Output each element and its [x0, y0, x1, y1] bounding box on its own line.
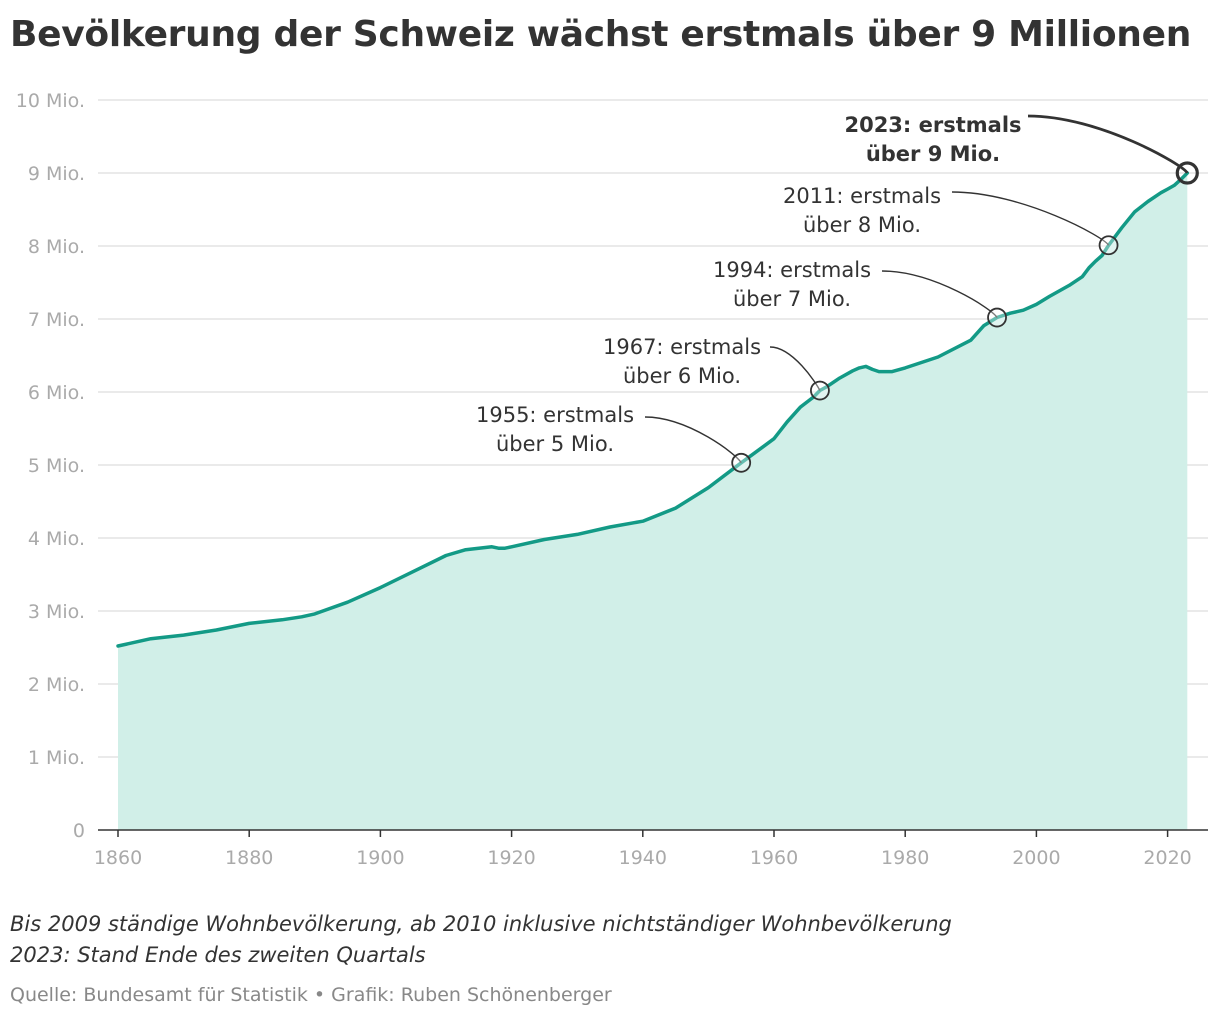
annotation-leader-1967	[769, 346, 821, 391]
annotation-label-1967-line2: über 6 Mio.	[623, 364, 741, 388]
y-tick-label-3: 3 Mio.	[28, 601, 85, 623]
annotation-label-1994-line2: über 7 Mio.	[733, 287, 851, 311]
annotation-label-1967-line1: 1967: erstmals	[603, 335, 761, 359]
chart-title: Bevölkerung der Schweiz wächst erstmals …	[10, 14, 1192, 55]
population-area-chart: 0 1 Mio. 2 Mio. 3 Mio. 4 Mio. 5 Mio. 6 Mio. 7 M…	[16, 90, 1208, 869]
area-fill-group	[118, 173, 1188, 830]
annotation-marker-1967	[810, 380, 830, 401]
y-tick-label-5: 5 Mio.	[28, 455, 85, 477]
annotation-leader-1994	[881, 270, 998, 318]
annotation-label-2011-line2: über 8 Mio.	[803, 213, 921, 237]
source-credit: Quelle: Bundesamt für Statistik • Grafik…	[10, 984, 612, 1006]
x-tick-label-2000: 2000	[1012, 847, 1060, 869]
annotation-marker-1994	[987, 307, 1007, 328]
annotation-label-1955-line1: 1955: erstmals	[476, 403, 634, 427]
x-tick-label-1880: 1880	[225, 847, 273, 869]
x-tick-label-1900: 1900	[356, 847, 404, 869]
population-line-group	[116, 171, 1190, 648]
footnote-2: 2023: Stand Ende des zweiten Quartals	[10, 943, 426, 967]
annotation-label-2023-line1: 2023: erstmals	[844, 113, 1021, 137]
y-tick-label-10: 10 Mio.	[16, 90, 85, 112]
annotation-label-2011-line1: 2011: erstmals	[783, 184, 941, 208]
y-tick-label-4: 4 Mio.	[28, 528, 85, 550]
annotation-marker-1955	[731, 452, 752, 473]
annotation-label-1955-line2: über 5 Mio.	[496, 432, 614, 456]
footnote-1: Bis 2009 ständige Wohnbevölkerung, ab 20…	[10, 912, 952, 936]
annotation-label-2023-line2: über 9 Mio.	[866, 142, 1000, 166]
y-tick-label-0: 0	[73, 820, 85, 842]
annotation-marker-2011	[1098, 235, 1119, 256]
y-tick-label-9: 9 Mio.	[28, 163, 85, 185]
annotation-leader-2023	[1027, 114, 1189, 174]
y-tick-label-1: 1 Mio.	[28, 747, 85, 769]
y-tick-label-8: 8 Mio.	[28, 236, 85, 258]
annotation-label-1994-line1: 1994: erstmals	[713, 258, 871, 282]
x-tick-label-1960: 1960	[750, 847, 798, 869]
population-line	[116, 171, 1190, 648]
annotation-leader-1955	[644, 416, 742, 464]
annotations: 1955: erstmals über 5 Mio. 1967: erstmals ü…	[476, 113, 1199, 473]
x-tick-label-1940: 1940	[619, 847, 667, 869]
population-area	[118, 173, 1188, 830]
x-axis: 1860 1880 1900 1920 1940 1960 1980 2000 2020	[94, 829, 1208, 869]
y-tick-label-7: 7 Mio.	[28, 309, 85, 331]
y-axis-ticks: 0 1 Mio. 2 Mio. 3 Mio. 4 Mio. 5 Mio. 6 Mio. 7 M…	[16, 90, 85, 842]
x-tick-label-1980: 1980	[881, 847, 929, 869]
y-tick-label-6: 6 Mio.	[28, 382, 85, 404]
annotation-leader-2011	[951, 191, 1110, 246]
y-tick-label-2: 2 Mio.	[28, 674, 85, 696]
x-tick-label-1860: 1860	[94, 847, 142, 869]
x-tick-label-1920: 1920	[487, 847, 535, 869]
x-tick-label-2020: 2020	[1143, 847, 1191, 869]
annotation-marker-2023	[1175, 161, 1199, 185]
